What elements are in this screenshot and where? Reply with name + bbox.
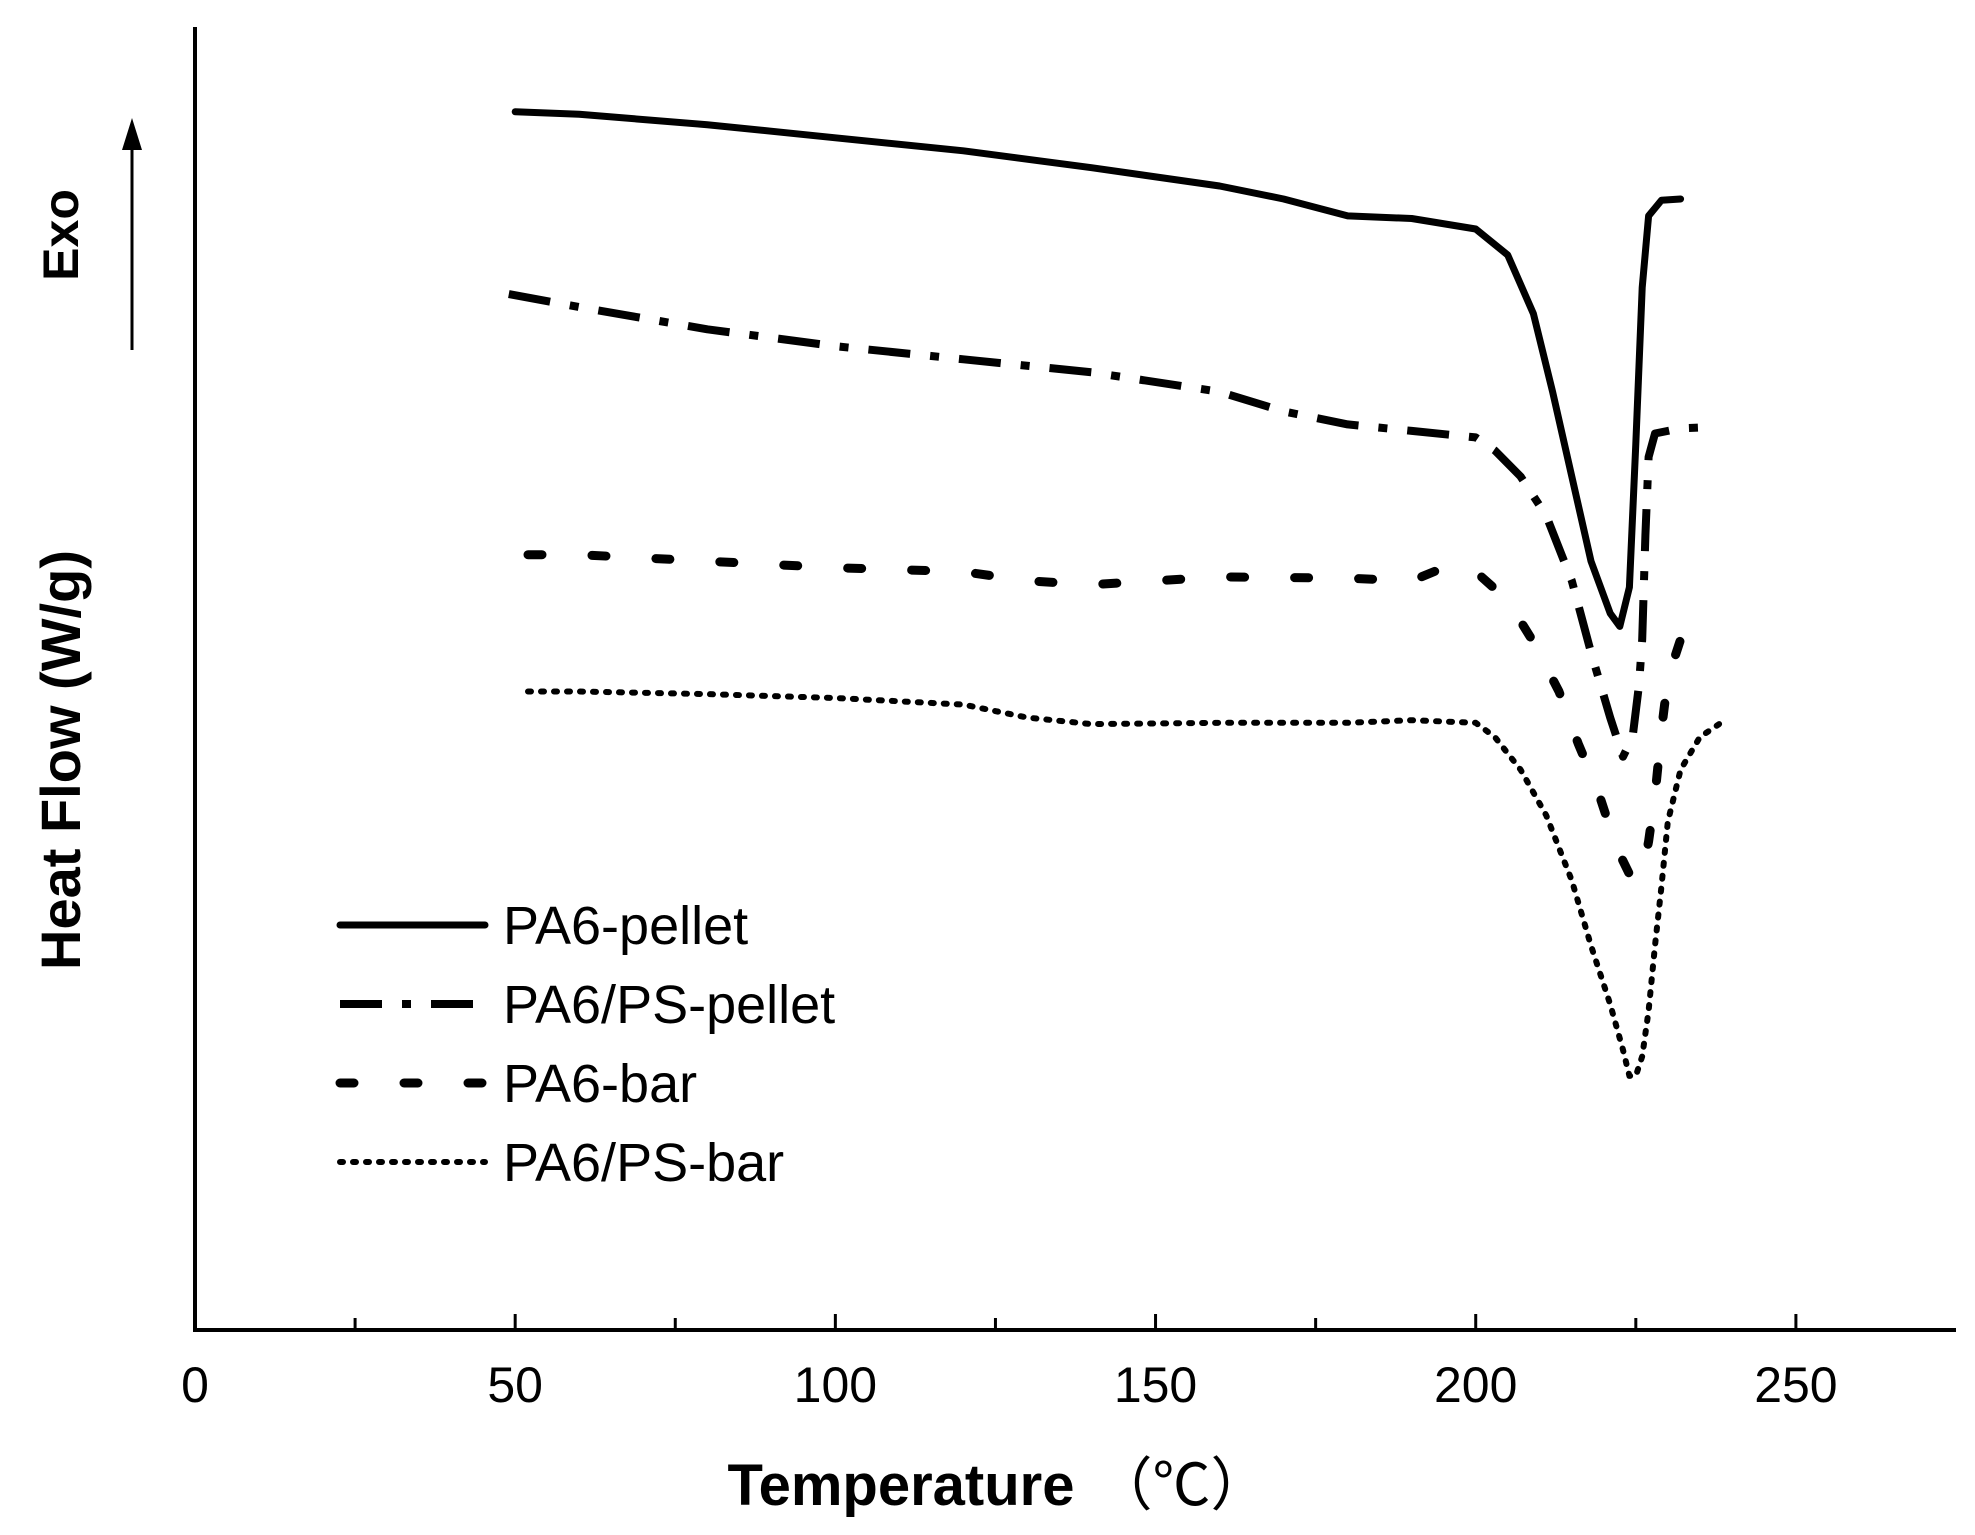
x-axis-tick-labels: 0 50 100 150 200 250 [181, 1357, 1838, 1413]
series-line-pa6-bar [523, 550, 1686, 885]
x-axis-unit: （℃） [1095, 1453, 1269, 1518]
legend-label: PA6-pellet [503, 896, 748, 956]
legend-label: PA6/PS-bar [503, 1133, 784, 1193]
x-tick-label: 50 [487, 1357, 543, 1413]
x-tick-label: 100 [794, 1357, 877, 1413]
legend: PA6-pellet PA6/PS-pellet PA6-bar PA6/PS-bar [335, 896, 835, 1193]
y-axis-title: Heat Flow (W/g) [29, 550, 92, 970]
x-tick-label: 200 [1434, 1357, 1517, 1413]
series-line-pa6-pellet [511, 108, 1685, 630]
series-line-pa6-ps-bar [525, 688, 1723, 1079]
x-tick-label: 250 [1754, 1357, 1837, 1413]
x-tick-label: 0 [181, 1357, 209, 1413]
legend-label: PA6/PS-pellet [503, 975, 835, 1035]
x-axis-ticks [193, 1314, 1798, 1330]
series-line-pa6-ps-pellet [508, 290, 1713, 761]
series-group [508, 108, 1723, 1079]
x-tick-label: 150 [1114, 1357, 1197, 1413]
x-axis-title: Temperature （℃） [727, 1453, 1268, 1518]
exo-arrow-head-icon [122, 118, 142, 150]
x-axis-title-text: Temperature [727, 1453, 1074, 1518]
legend-label: PA6-bar [503, 1054, 697, 1114]
exo-label: Exo [33, 189, 89, 281]
